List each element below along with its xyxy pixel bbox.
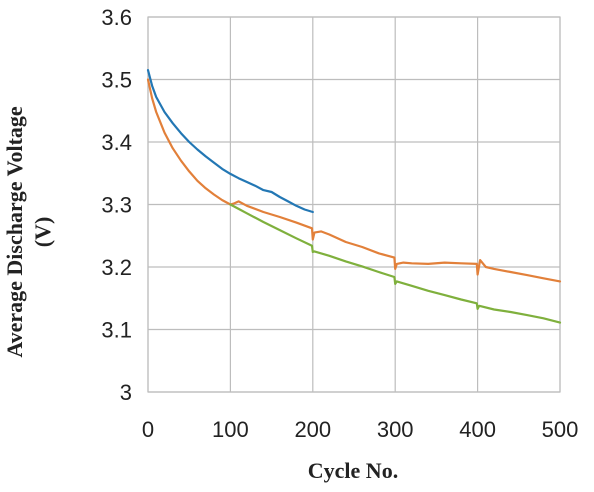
y-axis-ticks: 3 3.1 3.2 3.3 3.4 3.5 3.6 [101,5,132,405]
series-group [146,68,562,324]
series-line-1 [146,68,314,214]
series-line-3 [229,203,562,324]
x-tick-label: 0 [142,417,154,442]
x-tick-label: 300 [377,417,414,442]
x-tick-label: 100 [212,417,249,442]
y-tick-label: 3.1 [101,318,132,343]
y-tick-label: 3.2 [101,255,132,280]
x-axis-title: Cycle No. [308,458,398,483]
y-tick-label: 3 [120,380,132,405]
x-tick-label: 400 [459,417,496,442]
y-tick-label: 3.4 [101,130,132,155]
x-tick-label: 200 [294,417,331,442]
x-axis-ticks: 0 100 200 300 400 500 [142,417,578,442]
y-axis-title-line-1: Average Discharge Voltage [2,106,27,358]
x-tick-label: 500 [542,417,579,442]
y-axis-title: Average Discharge Voltage (V) [2,106,55,358]
y-tick-label: 3.6 [101,5,132,30]
y-tick-label: 3.3 [101,193,132,218]
series-line-2 [146,78,562,283]
y-tick-label: 3.5 [101,68,132,93]
grid [147,16,561,393]
plot-area [147,16,561,393]
y-axis-title-line-2: (V) [30,217,55,248]
